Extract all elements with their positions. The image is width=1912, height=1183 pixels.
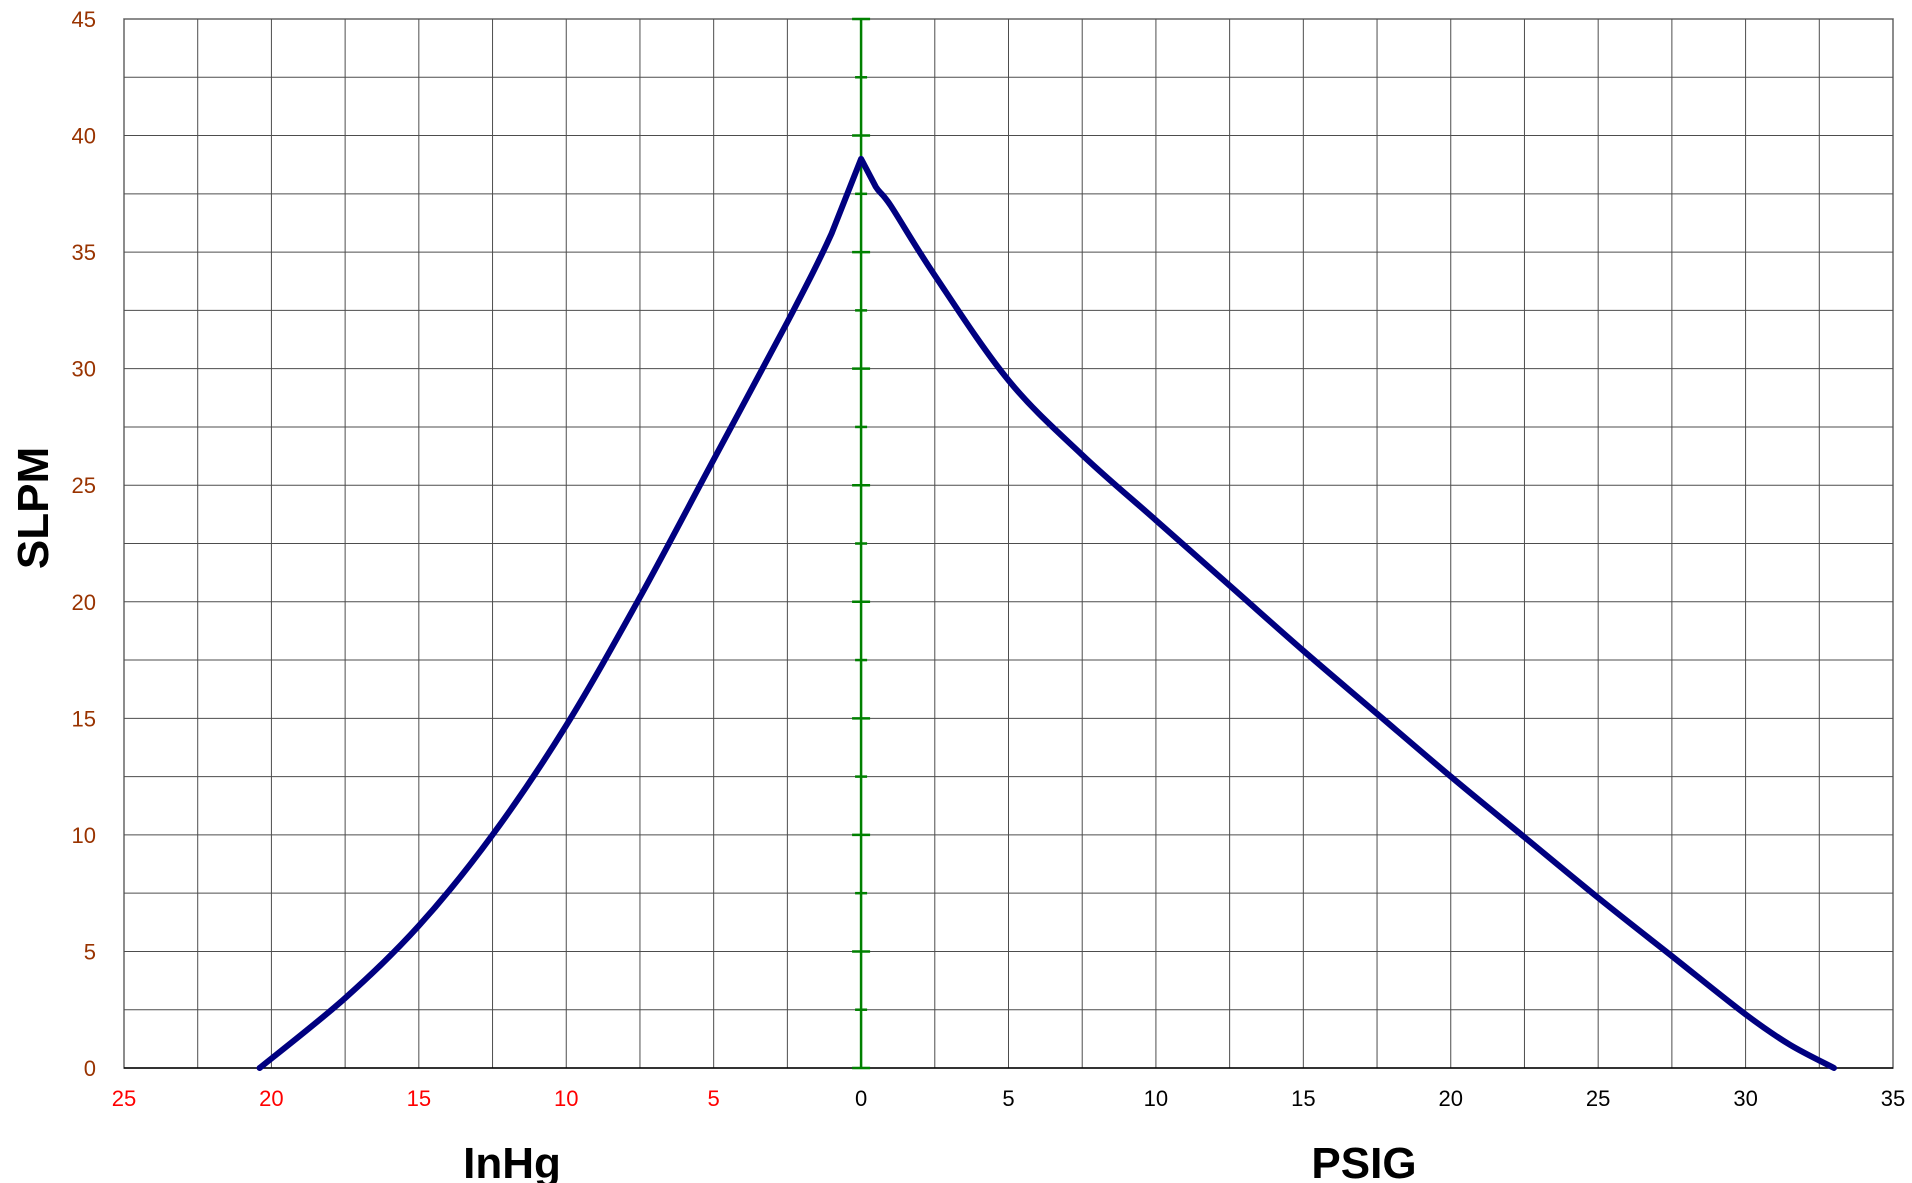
x-tick-label-pressure: 0	[855, 1086, 867, 1111]
y-tick-label: 45	[72, 7, 96, 32]
x-tick-label-pressure: 5	[1002, 1086, 1014, 1111]
y-tick-labels: 0 5 10 15 20 25 30 35 40 45	[72, 7, 96, 1081]
flow-series-line	[256, 155, 1837, 1071]
y-tick-label: 25	[72, 473, 96, 498]
y-tick-label: 5	[84, 939, 96, 964]
zero-line-group	[852, 17, 871, 1070]
x-tick-label-pressure: 35	[1881, 1086, 1905, 1111]
y-axis-title: SLPM	[9, 447, 58, 569]
y-tick-label: 0	[84, 1056, 96, 1081]
x-tick-label-pressure: 30	[1733, 1086, 1757, 1111]
y-tick-label: 35	[72, 240, 96, 265]
x-tick-label-pressure: 10	[1144, 1086, 1168, 1111]
y-tick-label: 40	[72, 124, 96, 149]
x-tick-label-vacuum: 10	[554, 1086, 578, 1111]
x-tick-label-pressure: 20	[1439, 1086, 1463, 1111]
y-tick-label: 20	[72, 590, 96, 615]
x-tick-label-vacuum: 5	[708, 1086, 720, 1111]
x-axis-title-pressure: PSIG	[1311, 1139, 1416, 1183]
x-tick-label-vacuum: 20	[259, 1086, 283, 1111]
x-tick-label-vacuum: 15	[407, 1086, 431, 1111]
x-tick-label-vacuum: 25	[112, 1086, 136, 1111]
y-tick-label: 15	[72, 706, 96, 731]
x-axis-title-vacuum: InHg	[463, 1139, 561, 1183]
y-tick-label: 10	[72, 823, 96, 848]
x-tick-label-pressure: 25	[1586, 1086, 1610, 1111]
grid	[123, 18, 1894, 1069]
x-tick-label-pressure: 15	[1291, 1086, 1315, 1111]
x-tick-labels: 25 20 15 10 5 0 5 10 15 20 25 30 35	[112, 1086, 1905, 1111]
y-tick-label: 30	[72, 357, 96, 382]
series-group	[256, 155, 1837, 1071]
